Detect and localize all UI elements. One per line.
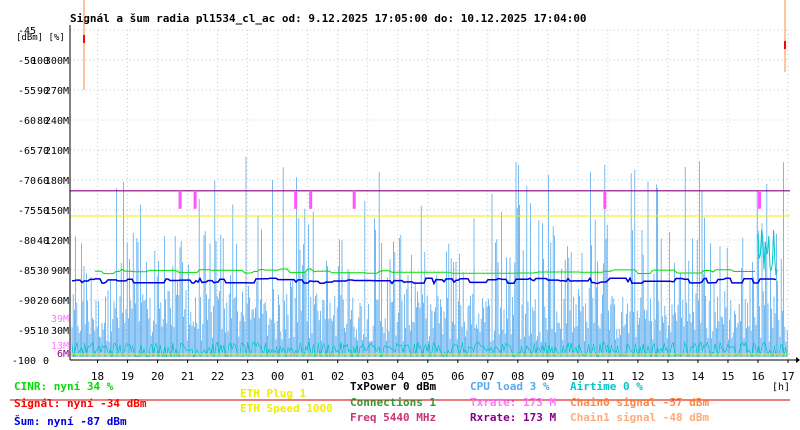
y-tick-rate: 300M: [45, 56, 69, 67]
series-airtime-surge: [757, 229, 778, 276]
x-tick-label: 00: [271, 370, 284, 383]
series-cpu-load: [71, 156, 788, 357]
x-axis-arrow: [796, 357, 800, 363]
x-tick-label: 21: [181, 370, 194, 383]
series-cinr: [95, 268, 755, 275]
y-tick-pct: 70: [37, 146, 49, 157]
y-tick-dbm: -90: [18, 296, 36, 307]
y-tick-dbm: -65: [18, 146, 36, 157]
legend-freq: Freq 5440 MHz: [350, 411, 437, 424]
y-tick-dbm: -75: [18, 206, 36, 217]
x-tick-label: 22: [211, 370, 224, 383]
chart-title: Signál a šum radia pl1534_cl_ac od: 9.12…: [70, 12, 587, 25]
y-tick-rate: 210M: [45, 146, 69, 157]
y-tick-rate-extra: 6M: [57, 349, 69, 360]
y-tick-rate-extra: 13M: [51, 341, 69, 352]
x-tick-label: 18: [91, 370, 104, 383]
y-tick-dbm: -45: [18, 26, 36, 37]
legend-noise: Šum: nyní -87 dBm: [14, 415, 127, 428]
x-tick-label: 07: [481, 370, 494, 383]
y-tick-rate: 120M: [45, 236, 69, 247]
legend-txpower: TxPower 0 dBm: [350, 380, 437, 393]
y-tick-rate: 150M: [45, 206, 69, 217]
y-tick-pct: 80: [37, 116, 49, 127]
y-tick-pct: 10: [37, 326, 49, 337]
y-tick-pct: 20: [37, 296, 49, 307]
y-tick-rate: 180M: [45, 176, 69, 187]
y-tick-rate: 90M: [51, 266, 69, 277]
y-tick-dbm: -60: [18, 116, 36, 127]
x-tick-label: 16: [751, 370, 764, 383]
x-tick-label: 23: [241, 370, 254, 383]
legend-connections: Connections 1: [350, 396, 437, 409]
legend-chain0: Chain0 signal -57 dBm: [570, 396, 710, 409]
y-tick-rate-extra: 39M: [51, 314, 69, 325]
x-tick-label: 04: [391, 370, 405, 383]
legend-eth-plug: ETH Plug 1: [240, 387, 307, 400]
x-unit-label: [h]: [772, 382, 790, 393]
x-tick-label: 17: [781, 370, 794, 383]
x-tick-label: 06: [451, 370, 464, 383]
y-tick-rate: 60M: [51, 296, 69, 307]
y-tick-rate: 240M: [45, 116, 69, 127]
legend-cinr: CINR: nyní 34 %: [14, 380, 114, 393]
legend-txrate: Txrate: 173 M: [470, 396, 557, 409]
x-tick-label: 20: [151, 370, 164, 383]
legend-rxrate: Rxrate: 173 M: [470, 411, 557, 424]
y-tick-dbm: -70: [18, 176, 36, 187]
y-tick-pct: 50: [37, 206, 49, 217]
x-tick-label: 11: [601, 370, 614, 383]
y-tick-dbm: -85: [18, 266, 36, 277]
x-tick-label: 09: [541, 370, 554, 383]
x-tick-label: 01: [301, 370, 314, 383]
x-tick-label: 02: [331, 370, 344, 383]
y-tick-pct: 60: [37, 176, 49, 187]
y-tick-dbm: -50: [18, 56, 36, 67]
x-tick-label: 12: [631, 370, 644, 383]
x-tick-label: 03: [361, 370, 374, 383]
y-tick-dbm: -55: [18, 86, 36, 97]
legend-chain1: Chain1 signal -48 dBm: [570, 411, 710, 424]
y-tick-pct: 100: [31, 56, 49, 67]
legend-eth-speed: ETH Speed 1000: [240, 402, 333, 415]
y-tick-pct: 30: [37, 266, 49, 277]
legend-airtime: Airtime 0 %: [570, 380, 643, 393]
x-tick-label: 10: [571, 370, 584, 383]
legend-cpu: CPU load 3 %: [470, 380, 550, 393]
y-tick-dbm: -80: [18, 236, 36, 247]
x-tick-label: 08: [511, 370, 524, 383]
x-tick-label: 14: [691, 370, 705, 383]
y-tick-rate: 30M: [51, 326, 69, 337]
y-unit-label: [dBm] [%]: [16, 33, 65, 43]
y-tick-dbm: -100: [12, 356, 36, 367]
series-noise: [72, 276, 777, 286]
series-airtime: [71, 340, 788, 358]
legend-signal: Signál: nyní -34 dBm: [14, 397, 147, 410]
x-tick-label: 19: [121, 370, 134, 383]
y-tick-rate: 270M: [45, 86, 69, 97]
x-tick-label: 15: [721, 370, 734, 383]
y-tick-dbm: -95: [18, 326, 36, 337]
y-tick-pct: 0: [43, 356, 49, 367]
y-tick-pct: 40: [37, 236, 49, 247]
x-tick-label: 05: [421, 370, 434, 383]
y-tick-pct: 90: [37, 86, 49, 97]
x-tick-label: 13: [661, 370, 674, 383]
